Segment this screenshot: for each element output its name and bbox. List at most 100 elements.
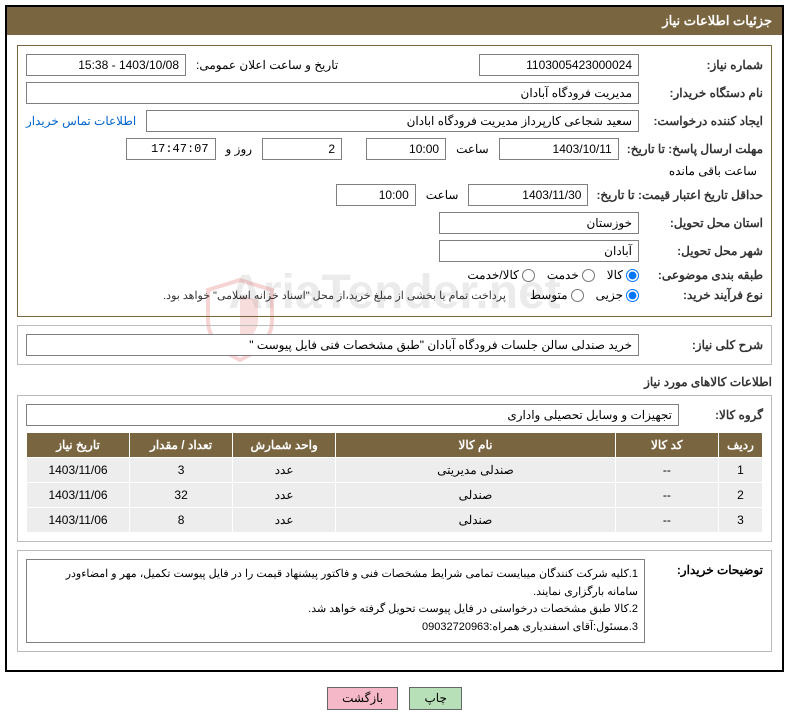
row-buyer-org: نام دستگاه خریدار: مدیریت فرودگاه آبادان xyxy=(26,82,763,104)
field-remaining-days: 2 xyxy=(262,138,342,160)
contact-link[interactable]: اطلاعات تماس خریدار xyxy=(26,114,136,128)
label-summary: شرح کلی نیاز: xyxy=(643,338,763,352)
classification-radios: کالا خدمت کالا/خدمت xyxy=(467,268,639,282)
table-row: 3--صندلیعدد81403/11/06 xyxy=(27,508,763,533)
field-province: خوزستان xyxy=(439,212,639,234)
label-province: استان محل تحویل: xyxy=(643,216,763,230)
table-header: تاریخ نیاز xyxy=(27,433,130,458)
summary-panel: شرح کلی نیاز: خرید صندلی سالن جلسات فرود… xyxy=(17,325,772,365)
radio-label: کالا xyxy=(607,268,623,282)
info-panel: شماره نیاز: 1103005423000024 تاریخ و ساع… xyxy=(17,45,772,317)
field-remaining-time: 17:47:07 xyxy=(126,138,216,160)
label-price-validity: حداقل تاریخ اعتبار قیمت: تا تاریخ: xyxy=(592,188,763,202)
field-buyer-org: مدیریت فرودگاه آبادان xyxy=(26,82,639,104)
goods-table: ردیفکد کالانام کالاواحد شمارشتعداد / مقد… xyxy=(26,432,763,533)
field-announce-dt: 1403/10/08 - 15:38 xyxy=(26,54,186,76)
goods-panel: گروه کالا: تجهیزات و وسایل تحصیلی واداری… xyxy=(17,395,772,542)
radio-label: متوسط xyxy=(530,288,568,302)
main-container: جزئیات اطلاعات نیاز شماره نیاز: 11030054… xyxy=(5,5,784,672)
field-validity-time: 10:00 xyxy=(336,184,416,206)
field-requester: سعید شجاعی کارپرداز مدیریت فرودگاه ابادا… xyxy=(146,110,639,132)
row-province: استان محل تحویل: خوزستان xyxy=(26,212,763,234)
label-buyer-org: نام دستگاه خریدار: xyxy=(643,86,763,100)
table-cell: عدد xyxy=(233,483,336,508)
table-cell: -- xyxy=(615,483,718,508)
label-need-no: شماره نیاز: xyxy=(643,58,763,72)
row-city: شهر محل تحویل: آبادان xyxy=(26,240,763,262)
table-cell: 8 xyxy=(130,508,233,533)
radio-option[interactable]: جزیی xyxy=(596,288,639,302)
label-at-time-1: ساعت xyxy=(456,142,489,156)
note-line: 2.کالا طبق مشخصات درخواستی در فایل پیوست… xyxy=(33,601,638,619)
label-requester: ایجاد کننده درخواست: xyxy=(643,114,763,128)
buyer-notes-text: 1.کلیه شرکت کنندگان میبایست تمامی شرایط … xyxy=(26,559,645,643)
back-button[interactable]: بازگشت xyxy=(327,687,398,710)
field-validity-date: 1403/11/30 xyxy=(468,184,588,206)
row-need-no: شماره نیاز: 1103005423000024 تاریخ و ساع… xyxy=(26,54,763,76)
label-goods-group: گروه کالا: xyxy=(683,408,763,422)
radio-input[interactable] xyxy=(571,289,584,302)
table-header: ردیف xyxy=(718,433,762,458)
table-header: تعداد / مقدار xyxy=(130,433,233,458)
table-cell: 32 xyxy=(130,483,233,508)
radio-input[interactable] xyxy=(626,289,639,302)
field-goods-group: تجهیزات و وسایل تحصیلی واداری xyxy=(26,404,679,426)
print-button[interactable]: چاپ xyxy=(409,687,461,710)
table-cell: 3 xyxy=(718,508,762,533)
table-header: واحد شمارش xyxy=(233,433,336,458)
field-reply-date: 1403/10/11 xyxy=(499,138,619,160)
table-cell: -- xyxy=(615,458,718,483)
field-need-no: 1103005423000024 xyxy=(479,54,639,76)
table-cell: 1 xyxy=(718,458,762,483)
goods-info-title: اطلاعات کالاهای مورد نیاز xyxy=(17,375,772,389)
label-days-and: روز و xyxy=(226,142,253,156)
table-cell: عدد xyxy=(233,458,336,483)
note-line: 1.کلیه شرکت کنندگان میبایست تمامی شرایط … xyxy=(33,566,638,601)
radio-label: جزیی xyxy=(596,288,623,302)
table-cell: 3 xyxy=(130,458,233,483)
table-row: 2--صندلیعدد321403/11/06 xyxy=(27,483,763,508)
field-city: آبادان xyxy=(439,240,639,262)
note-line: 3.مسئول:آقای اسفندیاری همراه:09032720963 xyxy=(33,619,638,637)
label-at-time-2: ساعت xyxy=(426,188,459,202)
radio-option[interactable]: متوسط xyxy=(530,288,584,302)
table-cell: 1403/11/06 xyxy=(27,508,130,533)
table-header: نام کالا xyxy=(336,433,616,458)
payment-note-text: پرداخت تمام یا بخشی از مبلغ خرید،از محل … xyxy=(163,289,506,302)
button-row: چاپ بازگشت xyxy=(0,677,789,715)
table-cell: صندلی xyxy=(336,483,616,508)
label-city: شهر محل تحویل: xyxy=(643,244,763,258)
label-classification: طبقه بندی موضوعی: xyxy=(643,268,763,282)
radio-input[interactable] xyxy=(522,269,535,282)
field-reply-time: 10:00 xyxy=(366,138,446,160)
table-cell: 2 xyxy=(718,483,762,508)
radio-option[interactable]: کالا/خدمت xyxy=(467,268,534,282)
label-announce-dt: تاریخ و ساعت اعلان عمومی: xyxy=(196,58,338,72)
table-cell: عدد xyxy=(233,508,336,533)
row-requester: ایجاد کننده درخواست: سعید شجاعی کارپرداز… xyxy=(26,110,763,132)
table-cell: صندلی xyxy=(336,508,616,533)
field-summary: خرید صندلی سالن جلسات فرودگاه آبادان "طب… xyxy=(26,334,639,356)
purchase-type-radios: جزیی متوسط xyxy=(530,288,639,302)
panel-title: جزئیات اطلاعات نیاز xyxy=(7,7,782,35)
content-area: شماره نیاز: 1103005423000024 تاریخ و ساع… xyxy=(7,35,782,670)
radio-input[interactable] xyxy=(626,269,639,282)
row-reply-deadline: مهلت ارسال پاسخ: تا تاریخ: 1403/10/11 سا… xyxy=(26,138,763,178)
radio-option[interactable]: کالا xyxy=(607,268,639,282)
row-purchase-type: نوع فرآیند خرید: جزیی متوسط پرداخت تمام ی… xyxy=(26,288,763,302)
label-remaining: ساعت باقی مانده xyxy=(669,164,757,178)
radio-label: کالا/خدمت xyxy=(467,268,518,282)
radio-option[interactable]: خدمت xyxy=(547,268,595,282)
table-header: کد کالا xyxy=(615,433,718,458)
table-row: 1--صندلی مدیریتیعدد31403/11/06 xyxy=(27,458,763,483)
table-cell: 1403/11/06 xyxy=(27,483,130,508)
radio-input[interactable] xyxy=(582,269,595,282)
table-cell: -- xyxy=(615,508,718,533)
row-price-validity: حداقل تاریخ اعتبار قیمت: تا تاریخ: 1403/… xyxy=(26,184,763,206)
table-cell: 1403/11/06 xyxy=(27,458,130,483)
table-cell: صندلی مدیریتی xyxy=(336,458,616,483)
buyer-notes-panel: توضیحات خریدار: 1.کلیه شرکت کنندگان میبا… xyxy=(17,550,772,652)
radio-label: خدمت xyxy=(547,268,579,282)
row-classification: طبقه بندی موضوعی: کالا خدمت کالا/خدمت xyxy=(26,268,763,282)
label-purchase-type: نوع فرآیند خرید: xyxy=(643,288,763,302)
